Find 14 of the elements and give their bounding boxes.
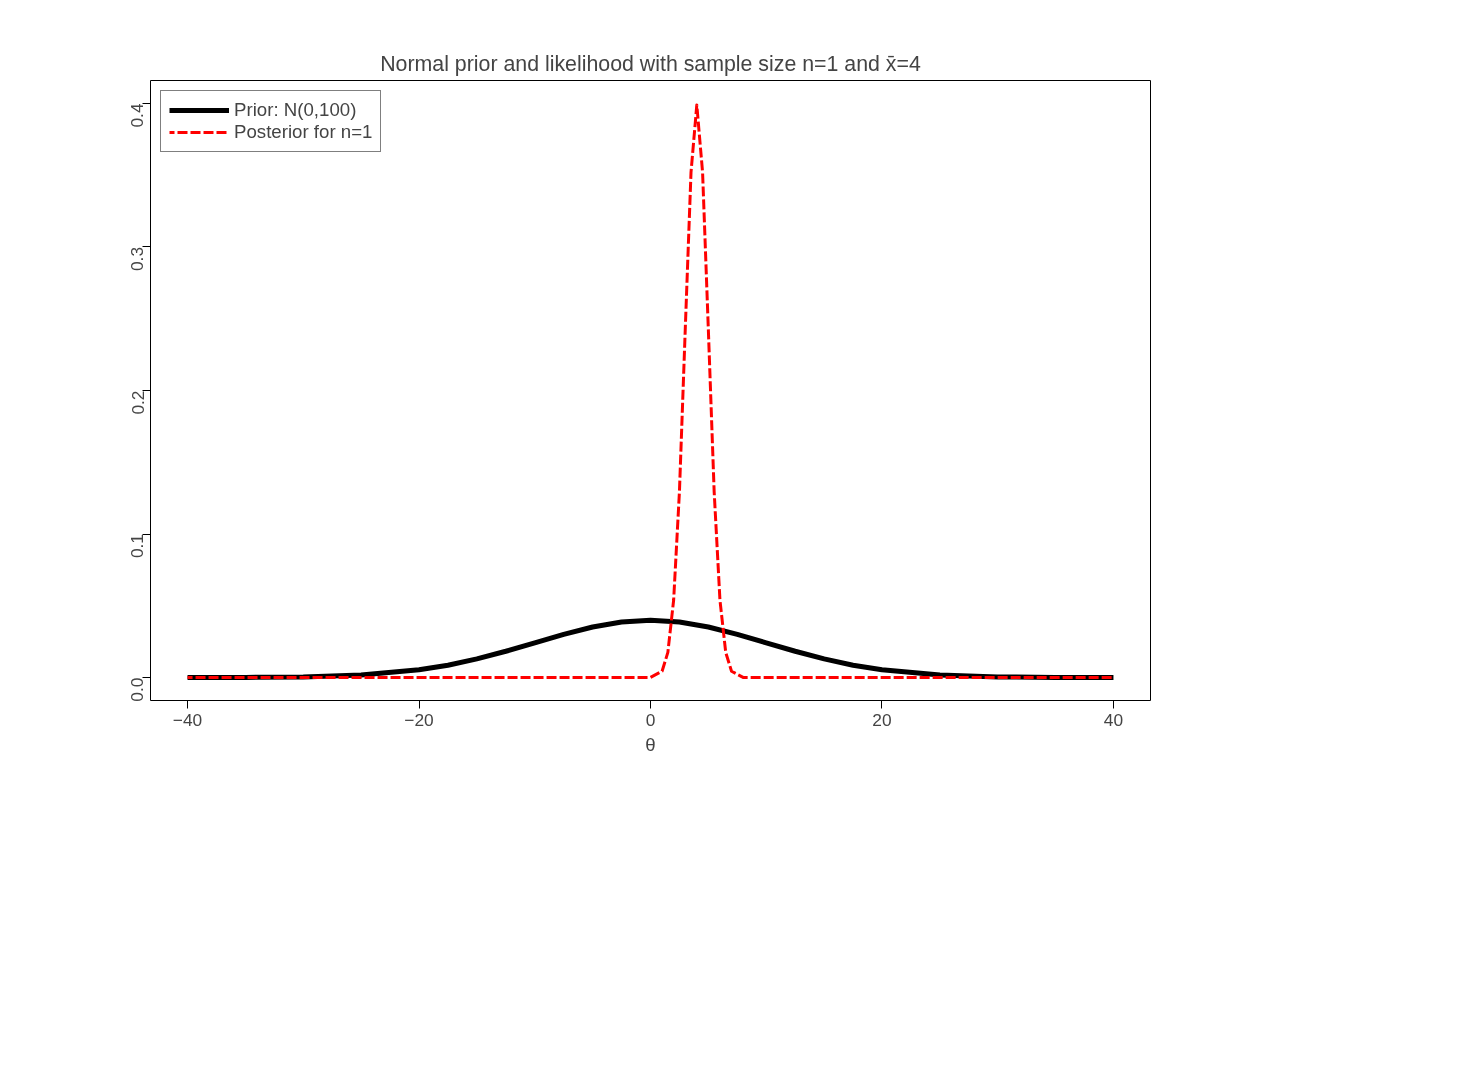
y-tick-label: 0.3 bbox=[127, 246, 148, 272]
y-tick-label: 0.2 bbox=[127, 390, 148, 415]
x-tick-label: −20 bbox=[404, 709, 434, 730]
legend-label: Prior: N(0,100) bbox=[234, 99, 357, 121]
x-tick-label: 20 bbox=[872, 709, 892, 730]
x-tick-label: 40 bbox=[1103, 709, 1124, 730]
x-tick-label: 0 bbox=[645, 709, 656, 730]
chart-title: Normal prior and likelihood with sample size n=1 and x̄=4 bbox=[380, 51, 921, 76]
y-tick-label: 0.0 bbox=[127, 677, 148, 702]
x-tick-label: −40 bbox=[172, 709, 203, 730]
legend-label: Posterior for n=1 bbox=[234, 121, 373, 143]
y-tick-label: 0.4 bbox=[127, 103, 148, 128]
y-tick-label: 0.1 bbox=[127, 534, 148, 559]
x-axis-title: θ bbox=[645, 733, 656, 755]
